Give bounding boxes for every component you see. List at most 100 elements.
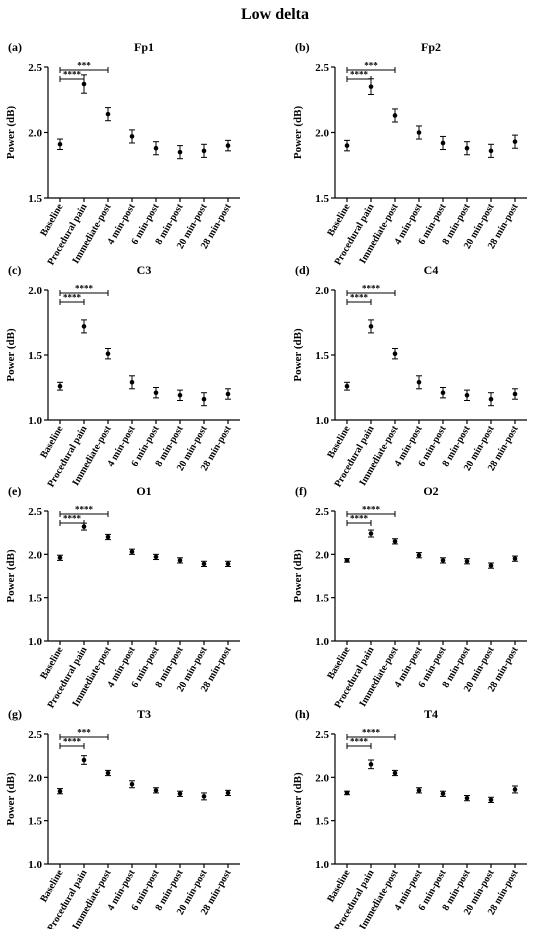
data-point <box>512 787 518 792</box>
data-point <box>201 396 207 402</box>
y-tick-label: 1.5 <box>315 593 329 605</box>
data-point <box>177 393 183 398</box>
data-point <box>177 149 183 155</box>
significance-stars: **** <box>63 737 82 747</box>
data-point <box>440 558 446 563</box>
data-point <box>153 554 159 560</box>
y-tick-label: 1.5 <box>28 350 42 362</box>
data-point <box>105 770 111 776</box>
panel-title: C3 <box>137 263 152 277</box>
y-tick-label: 1.5 <box>28 816 42 828</box>
data-point <box>464 795 470 801</box>
data-point <box>201 148 207 154</box>
y-axis-label: Power (dB) <box>292 328 304 382</box>
data-point <box>129 549 135 555</box>
y-tick-label: 2.5 <box>315 506 329 518</box>
data-point <box>440 791 446 797</box>
data-point <box>488 563 494 568</box>
significance-stars: **** <box>75 284 94 294</box>
y-axis-label: Power (dB) <box>5 549 17 603</box>
data-point <box>440 390 446 396</box>
panel-label: (d) <box>295 263 310 277</box>
data-point <box>464 393 470 398</box>
panel-label: (f) <box>295 484 307 498</box>
data-point <box>392 539 398 544</box>
y-tick-label: 2.5 <box>315 729 329 741</box>
y-axis-label: Power (dB) <box>292 549 304 603</box>
data-point <box>512 139 518 144</box>
significance-stars: **** <box>350 70 369 80</box>
significance-stars: **** <box>362 728 381 738</box>
y-tick-label: 1.5 <box>315 350 329 362</box>
significance-stars: **** <box>63 514 82 524</box>
data-point <box>344 790 350 796</box>
panel-title: Fp1 <box>134 40 154 54</box>
data-point <box>57 383 63 389</box>
panel-title: O1 <box>136 484 151 498</box>
data-point <box>129 380 135 385</box>
data-point <box>57 788 63 794</box>
data-point <box>81 524 87 529</box>
data-point <box>488 396 494 402</box>
data-point <box>129 134 135 139</box>
data-point <box>464 145 470 151</box>
data-point <box>153 390 159 396</box>
data-point <box>105 351 111 357</box>
y-tick-label: 1.0 <box>315 636 329 648</box>
significance-stars: *** <box>77 61 91 71</box>
data-point <box>344 143 350 148</box>
y-tick-label: 1.0 <box>28 636 42 648</box>
y-tick-label: 2.0 <box>315 285 329 297</box>
significance-stars: **** <box>350 737 369 747</box>
significance-stars: **** <box>63 70 82 80</box>
y-tick-label: 1.0 <box>28 859 42 871</box>
panel-title: C4 <box>424 263 439 277</box>
panel-title: T4 <box>424 707 438 721</box>
significance-stars: **** <box>350 514 369 524</box>
data-point <box>368 324 374 329</box>
data-point <box>201 794 207 799</box>
panel-label: (a) <box>8 40 22 54</box>
data-point <box>129 781 135 787</box>
data-point <box>464 558 470 564</box>
panel-title: O2 <box>423 484 438 498</box>
significance-stars: **** <box>362 284 381 294</box>
y-tick-label: 2.0 <box>315 549 329 561</box>
data-point <box>392 351 398 357</box>
panel-title: T3 <box>137 707 151 721</box>
data-point <box>416 788 422 793</box>
data-point <box>392 113 398 118</box>
y-axis-label: Power (dB) <box>5 772 17 826</box>
data-point <box>440 140 446 146</box>
y-tick-label: 2.0 <box>28 128 42 140</box>
significance-stars: **** <box>63 293 82 303</box>
data-point <box>416 380 422 385</box>
data-point <box>225 391 231 397</box>
data-point <box>153 145 159 151</box>
y-tick-label: 1.0 <box>315 859 329 871</box>
y-axis-label: Power (dB) <box>5 106 17 160</box>
data-point <box>105 534 111 540</box>
panel-label: (b) <box>295 40 310 54</box>
data-point <box>153 788 159 793</box>
y-axis-label: Power (dB) <box>5 328 17 382</box>
y-tick-label: 2.0 <box>28 549 42 561</box>
y-tick-label: 2.0 <box>315 772 329 784</box>
data-point <box>57 141 63 147</box>
data-point <box>416 552 422 558</box>
significance-stars: **** <box>75 505 94 515</box>
y-tick-label: 2.0 <box>28 285 42 297</box>
y-tick-label: 2.0 <box>28 772 42 784</box>
y-tick-label: 1.0 <box>28 415 42 427</box>
y-tick-label: 1.5 <box>315 816 329 828</box>
y-tick-label: 1.5 <box>315 193 329 205</box>
significance-stars: *** <box>364 61 378 71</box>
data-point <box>201 561 207 567</box>
data-point <box>512 391 518 397</box>
